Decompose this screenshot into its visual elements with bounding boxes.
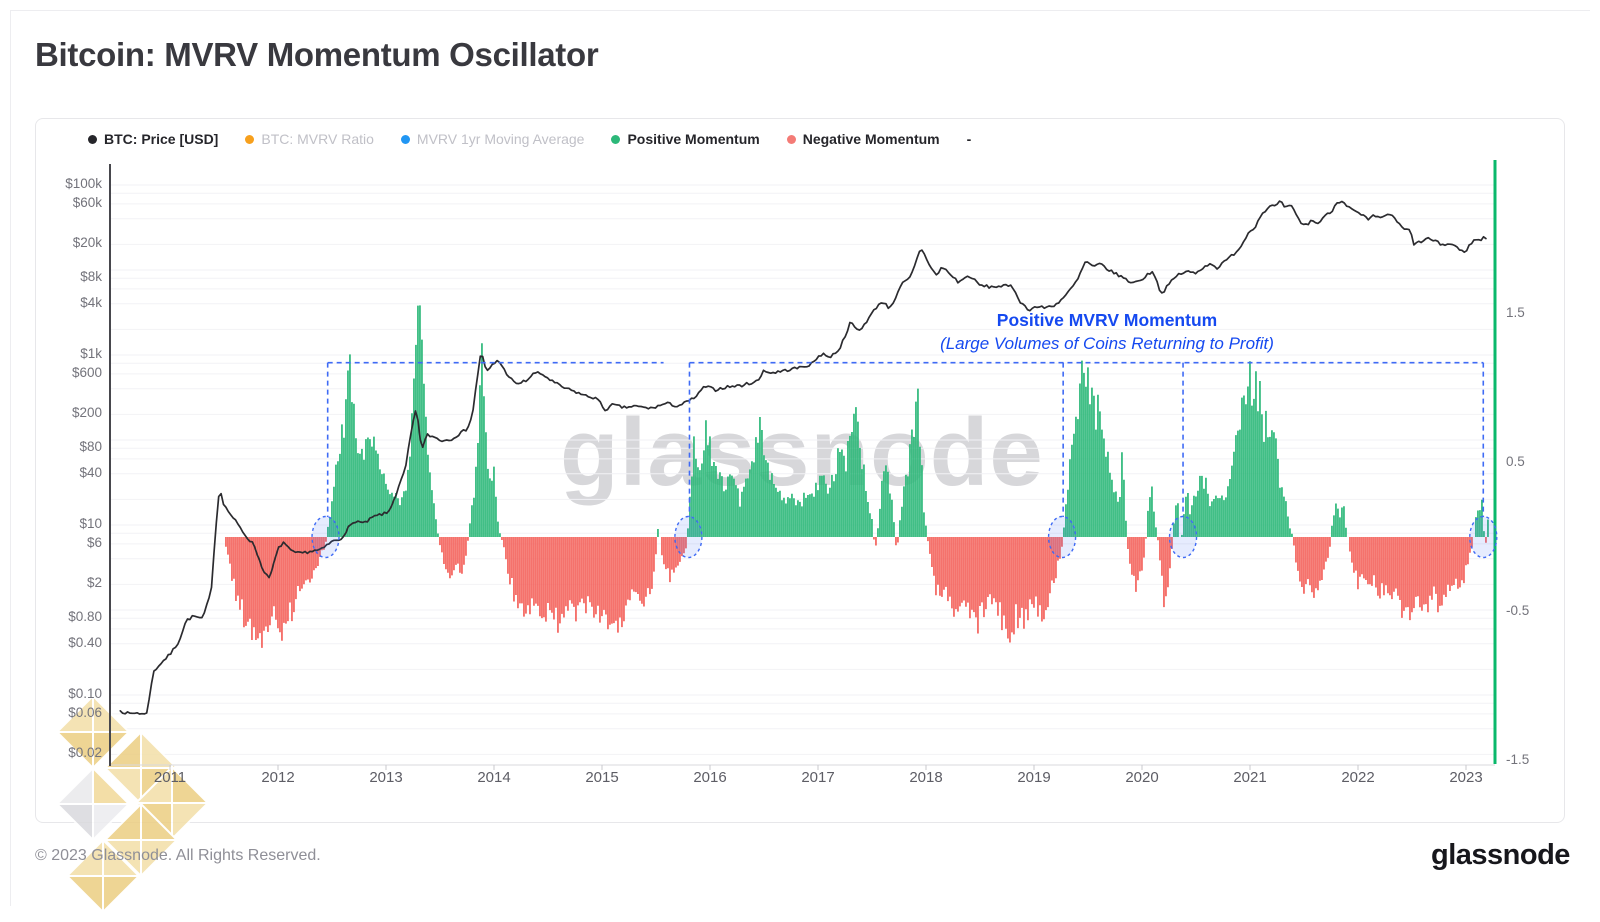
legend-dot-icon (786, 134, 796, 144)
page-border-top (10, 10, 1590, 11)
zero-cross-marker (674, 515, 703, 559)
year-axis-tick: 2021 (1233, 769, 1267, 786)
legend-dot-icon (611, 134, 621, 144)
legend-item-btc-mvrv-ratio[interactable]: BTC: MVRV Ratio (245, 131, 374, 147)
chart-card (35, 118, 1565, 823)
glassnode-watermark: glassnode (560, 399, 1044, 506)
price-axis-tick: $8k (80, 269, 102, 285)
zero-cross-marker (311, 515, 340, 559)
zero-cross-marker (1047, 515, 1077, 559)
glassnode-wordmark: glassnode (1431, 839, 1570, 871)
year-axis-tick: 2020 (1125, 769, 1159, 786)
momentum-axis-tick: 1.5 (1506, 304, 1525, 320)
year-axis-tick: 2019 (1017, 769, 1051, 786)
price-axis-tick: $0.80 (68, 609, 102, 625)
annotation-title: Positive MVRV Momentum (996, 310, 1218, 330)
copyright-text: © 2023 Glassnode. All Rights Reserved. (35, 847, 321, 864)
glassnode-logo-watermark (54, 693, 211, 915)
year-axis-tick: 2022 (1341, 769, 1375, 786)
price-axis-tick: $0.06 (68, 704, 102, 720)
momentum-bars[interactable] (225, 305, 1489, 648)
legend-item-negative-momentum[interactable]: Negative Momentum (786, 131, 940, 147)
year-axis-tick: 2015 (585, 769, 619, 786)
price-axis-tick: $100k (65, 176, 102, 191)
price-axis-tick: $1k (80, 346, 102, 361)
year-axis-tick: 2011 (153, 769, 187, 786)
year-axis-tick: 2013 (369, 769, 403, 786)
btc-price-line[interactable] (119, 200, 1487, 715)
axis-lines (109, 160, 1497, 770)
price-axis-tick: $60k (72, 194, 102, 210)
legend-item-label: MVRV 1yr Moving Average (416, 131, 585, 147)
legend-item-label: BTC: MVRV Ratio (261, 131, 374, 147)
legend-item-btc-price-usd[interactable]: BTC: Price [USD] (88, 131, 218, 147)
legend-dot-icon (88, 134, 97, 144)
momentum-axis-tick: -0.5 (1506, 602, 1530, 618)
legend-item-[interactable]: - (967, 131, 972, 147)
momentum-axis-tick: -1.5 (1506, 751, 1530, 767)
year-axis-tick: 2017 (801, 769, 835, 786)
year-axis-tick: 2023 (1449, 769, 1483, 786)
price-axis-tick: $40 (79, 464, 102, 480)
price-axis-tick: $2 (86, 575, 102, 591)
page-title: Bitcoin: MVRV Momentum Oscillator (35, 36, 599, 73)
zero-cross-marker (1469, 515, 1498, 559)
year-axis-tick: 2014 (477, 769, 511, 786)
year-axis-tick: 2012 (261, 769, 295, 786)
price-axis-tick: $80 (79, 439, 102, 455)
year-axis-tick: 2018 (909, 769, 943, 786)
price-axis-tick: $0.10 (68, 686, 102, 701)
price-axis-tick: $0.02 (68, 745, 102, 761)
price-axis-tick: $0.40 (68, 634, 102, 650)
legend-dot-icon (245, 134, 255, 144)
momentum-zone-annotations (311, 361, 1498, 559)
momentum-axis-tick: 0.5 (1506, 453, 1525, 469)
year-axis-tick: 2016 (693, 769, 727, 786)
legend-item-label: BTC: Price [USD] (104, 131, 219, 147)
legend-item-mvrv-1yr-moving-average[interactable]: MVRV 1yr Moving Average (400, 131, 585, 147)
legend-item-label: - (966, 131, 972, 147)
annotation-subtitle: (Large Volumes of Coins Returning to Pro… (940, 334, 1274, 353)
legend-item-positive-momentum[interactable]: Positive Momentum (611, 131, 760, 147)
price-axis-tick: $20k (72, 235, 102, 251)
price-axis-tick: $10 (79, 516, 102, 531)
zero-cross-marker (1168, 515, 1198, 559)
legend-item-label: Positive Momentum (627, 131, 760, 147)
gridlines (110, 184, 1494, 755)
chart-legend: BTC: Price [USD] BTC: MVRV Ratio MVRV 1yr … (88, 131, 971, 147)
price-axis-tick: $600 (71, 364, 102, 380)
legend-item-label: Negative Momentum (802, 131, 940, 147)
annotation-positive-mvrv: Positive MVRV Momentum (Large Volumes of… (857, 309, 1357, 355)
page-border-left (10, 10, 11, 906)
price-axis-tick: $200 (71, 405, 102, 421)
legend-dot-icon (400, 134, 410, 144)
price-axis-tick: $6 (86, 534, 102, 550)
price-axis-tick: $4k (80, 294, 102, 310)
